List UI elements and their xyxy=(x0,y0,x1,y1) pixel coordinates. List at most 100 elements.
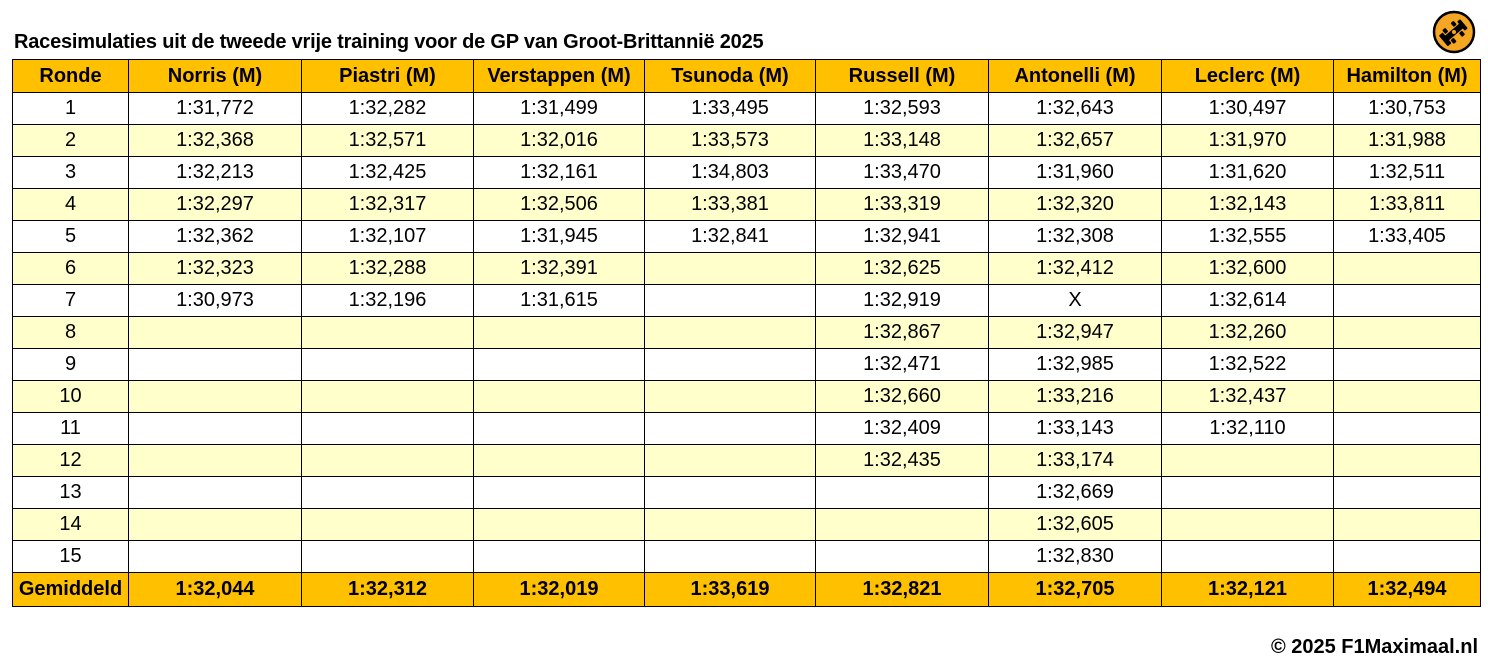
lap-time-cell xyxy=(644,540,816,573)
lap-time-cell xyxy=(301,444,474,477)
lap-time-cell xyxy=(1333,476,1481,509)
table-row: 14 1:32,605 xyxy=(12,508,1481,541)
table-row: 10 1:32,660 1:33,216 1:32,437 xyxy=(12,380,1481,413)
lap-time-cell: 1:31,945 xyxy=(473,220,645,253)
lap-time-cell xyxy=(1333,380,1481,413)
f1-car-logo-icon xyxy=(1432,10,1476,54)
page-title: Racesimulaties uit de tweede vrije train… xyxy=(14,31,764,53)
lap-number-cell: 15 xyxy=(12,540,129,573)
table-row: 3 1:32,213 1:32,425 1:32,161 1:34,803 1:33,47… xyxy=(12,156,1481,189)
column-header-driver: Hamilton (M) xyxy=(1333,59,1481,93)
lap-time-cell: 1:31,988 xyxy=(1333,124,1481,157)
lap-time-cell: 1:32,110 xyxy=(1161,412,1334,445)
lap-time-cell xyxy=(644,316,816,349)
lap-time-cell: 1:32,522 xyxy=(1161,348,1334,381)
lap-time-cell xyxy=(1333,284,1481,317)
lap-time-cell: 1:32,213 xyxy=(128,156,302,189)
lap-time-cell: 1:32,409 xyxy=(815,412,989,445)
lap-time-cell xyxy=(473,444,645,477)
lap-time-cell: 1:32,657 xyxy=(988,124,1162,157)
lap-time-cell: 1:32,435 xyxy=(815,444,989,477)
lap-time-cell xyxy=(1161,444,1334,477)
lap-time-cell: 1:32,437 xyxy=(1161,380,1334,413)
average-label-cell: Gemiddeld xyxy=(12,572,129,607)
lap-time-cell: 1:32,830 xyxy=(988,540,1162,573)
lap-time-cell: 1:32,196 xyxy=(301,284,474,317)
lap-time-cell: 1:31,620 xyxy=(1161,156,1334,189)
lap-time-cell xyxy=(128,444,302,477)
lap-time-cell: 1:31,499 xyxy=(473,92,645,125)
lap-number-cell: 12 xyxy=(12,444,129,477)
lap-time-cell: 1:32,625 xyxy=(815,252,989,285)
average-time-cell: 1:32,312 xyxy=(301,572,474,607)
average-row: Gemiddeld 1:32,044 1:32,312 1:32,019 1:33,61… xyxy=(12,572,1481,607)
lap-number-cell: 10 xyxy=(12,380,129,413)
lap-time-cell xyxy=(128,348,302,381)
lap-time-cell: 1:32,669 xyxy=(988,476,1162,509)
column-header-driver: Norris (M) xyxy=(128,59,302,93)
column-header-driver: Tsunoda (M) xyxy=(644,59,816,93)
lap-time-cell: 1:32,506 xyxy=(473,188,645,221)
lap-time-cell: 1:33,470 xyxy=(815,156,989,189)
lap-time-cell xyxy=(644,444,816,477)
lap-time-cell: 1:33,381 xyxy=(644,188,816,221)
lap-time-cell xyxy=(815,508,989,541)
lap-time-cell xyxy=(644,508,816,541)
lap-time-cell xyxy=(1333,252,1481,285)
lap-time-cell: 1:33,148 xyxy=(815,124,989,157)
lap-time-cell xyxy=(644,348,816,381)
lap-time-cell xyxy=(301,380,474,413)
lap-number-cell: 1 xyxy=(12,92,129,125)
lap-time-cell: 1:32,600 xyxy=(1161,252,1334,285)
lap-number-cell: 9 xyxy=(12,348,129,381)
lap-number-cell: 14 xyxy=(12,508,129,541)
lap-number-cell: 3 xyxy=(12,156,129,189)
lap-time-cell xyxy=(1333,316,1481,349)
lap-time-cell: 1:33,143 xyxy=(988,412,1162,445)
lap-time-cell: 1:32,985 xyxy=(988,348,1162,381)
lap-time-cell: 1:32,317 xyxy=(301,188,474,221)
lap-time-cell: 1:32,107 xyxy=(301,220,474,253)
lap-time-cell xyxy=(815,476,989,509)
table-row: 12 1:32,435 1:33,174 xyxy=(12,444,1481,477)
lap-number-cell: 11 xyxy=(12,412,129,445)
lap-time-cell xyxy=(473,476,645,509)
lap-time-cell xyxy=(301,412,474,445)
lap-time-cell: 1:32,471 xyxy=(815,348,989,381)
lap-time-cell: 1:32,605 xyxy=(988,508,1162,541)
lap-time-cell xyxy=(1161,508,1334,541)
lap-number-cell: 5 xyxy=(12,220,129,253)
lap-time-cell: 1:32,412 xyxy=(988,252,1162,285)
lap-time-cell xyxy=(644,380,816,413)
lap-time-cell xyxy=(644,252,816,285)
lap-time-cell xyxy=(473,508,645,541)
lap-time-cell xyxy=(644,284,816,317)
lap-time-cell xyxy=(473,348,645,381)
lap-time-cell: 1:31,970 xyxy=(1161,124,1334,157)
lap-time-cell: 1:32,425 xyxy=(301,156,474,189)
lap-time-cell: 1:32,643 xyxy=(988,92,1162,125)
lap-time-cell: 1:32,308 xyxy=(988,220,1162,253)
lap-time-cell xyxy=(473,380,645,413)
lap-time-cell: 1:32,260 xyxy=(1161,316,1334,349)
table-row: 13 1:32,669 xyxy=(12,476,1481,509)
average-time-cell: 1:32,044 xyxy=(128,572,302,607)
lap-time-cell xyxy=(301,476,474,509)
lap-time-cell xyxy=(301,540,474,573)
table-row: 7 1:30,973 1:32,196 1:31,615 1:32,919 X 1:32,6… xyxy=(12,284,1481,317)
lap-time-cell: 1:32,323 xyxy=(128,252,302,285)
column-header-driver: Antonelli (M) xyxy=(988,59,1162,93)
lap-time-cell: 1:33,405 xyxy=(1333,220,1481,253)
copyright-notice: © 2025 F1Maximaal.nl xyxy=(1270,636,1478,658)
lap-time-cell xyxy=(644,476,816,509)
lap-time-cell: 1:32,161 xyxy=(473,156,645,189)
lap-number-cell: 7 xyxy=(12,284,129,317)
lap-time-cell xyxy=(128,412,302,445)
lap-time-cell: 1:32,143 xyxy=(1161,188,1334,221)
lap-time-cell: 1:32,593 xyxy=(815,92,989,125)
average-time-cell: 1:32,821 xyxy=(815,572,989,607)
lap-time-cell: 1:31,960 xyxy=(988,156,1162,189)
column-header-ronde: Ronde xyxy=(12,59,129,93)
lap-time-cell xyxy=(128,508,302,541)
lap-time-cell: 1:32,362 xyxy=(128,220,302,253)
